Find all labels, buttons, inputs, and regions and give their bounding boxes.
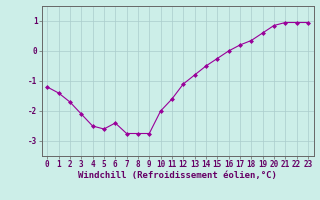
- X-axis label: Windchill (Refroidissement éolien,°C): Windchill (Refroidissement éolien,°C): [78, 171, 277, 180]
